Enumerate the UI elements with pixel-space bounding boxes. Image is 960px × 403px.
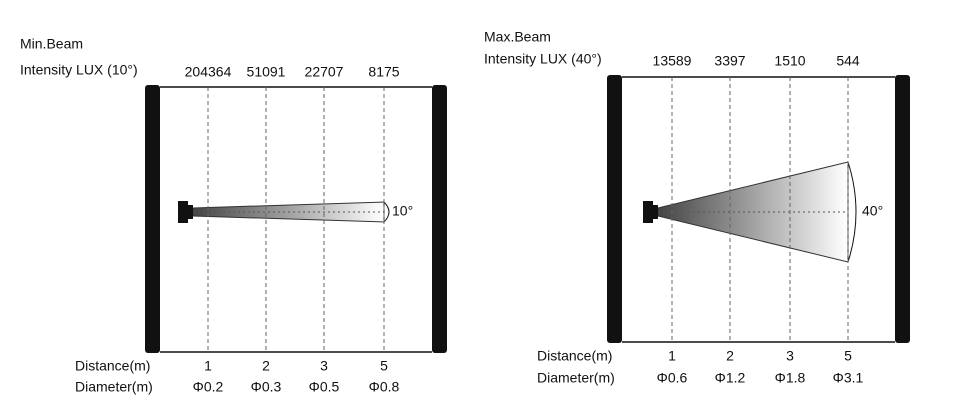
panel-title: Max.Beam: [484, 29, 551, 45]
intensity-label: Intensity LUX (10°): [20, 62, 138, 78]
fixture-body: [643, 201, 653, 223]
fixture-head: [187, 205, 193, 219]
diameter-label: Diameter(m): [75, 379, 153, 395]
intensity-label: Intensity LUX (40°): [484, 51, 602, 67]
frame-right: [432, 85, 447, 353]
diameter-value: Φ0.8: [369, 379, 400, 395]
diameter-value: Φ1.8: [775, 370, 806, 386]
frame-left: [607, 75, 622, 343]
distance-value: 3: [320, 358, 328, 374]
angle-arc: [383, 201, 390, 223]
diameter-value: Φ0.2: [193, 379, 224, 395]
distance-value: 1: [668, 348, 676, 364]
diameter-value: Φ0.6: [657, 370, 688, 386]
distance-value: 5: [844, 348, 852, 364]
diameter-label: Diameter(m): [537, 370, 615, 386]
angle-label: 40°: [862, 203, 883, 219]
distance-value: 5: [380, 358, 388, 374]
diameter-value: Φ0.3: [251, 379, 282, 395]
lux-value: 51091: [247, 64, 286, 80]
angle-label: 10°: [392, 203, 413, 219]
distance-label: Distance(m): [75, 358, 150, 374]
fixture-body: [178, 201, 188, 223]
panel-title: Min.Beam: [20, 36, 83, 52]
distance-value: 2: [726, 348, 734, 364]
diameter-value: Φ0.5: [309, 379, 340, 395]
frame-right: [895, 75, 910, 343]
lux-value: 22707: [305, 64, 344, 80]
diameter-value: Φ3.1: [833, 370, 864, 386]
angle-arc: [847, 161, 857, 263]
lux-value: 3397: [714, 53, 745, 69]
fixture-head: [652, 205, 658, 219]
lux-value: 13589: [653, 53, 692, 69]
distance-value: 1: [204, 358, 212, 374]
lux-value: 8175: [368, 64, 399, 80]
distance-label: Distance(m): [537, 348, 612, 364]
frame-left: [145, 85, 160, 353]
lux-value: 204364: [185, 64, 232, 80]
lux-value: 1510: [774, 53, 805, 69]
diameter-value: Φ1.2: [715, 370, 746, 386]
lux-value: 544: [836, 53, 860, 69]
distance-value: 3: [786, 348, 794, 364]
distance-value: 2: [262, 358, 270, 374]
